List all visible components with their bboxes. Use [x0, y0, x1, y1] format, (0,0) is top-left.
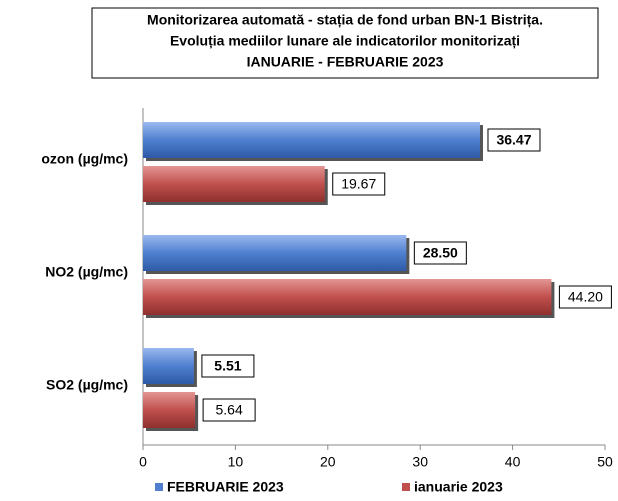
bar [143, 122, 480, 158]
value-label: 5.51 [214, 358, 241, 374]
chart-title: Evoluția mediilor lunare ale indicatoril… [170, 33, 520, 49]
legend-label: FEBRUARIE 2023 [167, 479, 284, 495]
title-box [91, 7, 599, 79]
legend-label: ianuarie 2023 [414, 479, 503, 495]
bar [143, 166, 325, 202]
value-label-box [413, 241, 467, 265]
chart-title: Monitorizarea automată - stația de fond … [147, 12, 543, 28]
bar [143, 392, 196, 428]
value-label: 36.47 [496, 132, 531, 148]
value-label-box [202, 398, 256, 422]
bar [143, 235, 407, 271]
value-label-box [201, 354, 255, 378]
value-label: 28.50 [423, 245, 458, 261]
value-label-box [487, 128, 541, 152]
y-tick-label: NO2 (µg/mc) [45, 264, 128, 280]
x-tick-label: 20 [320, 454, 336, 470]
y-tick-label: SO2 (µg/mc) [46, 377, 128, 393]
x-tick-label: 30 [412, 454, 428, 470]
value-label: 5.64 [215, 402, 242, 418]
bar [143, 279, 552, 315]
y-tick-label: ozon (µg/mc) [41, 151, 128, 167]
chart-title: IANUARIE - FEBRUARIE 2023 [247, 54, 444, 70]
value-label: 44.20 [568, 289, 603, 305]
x-tick-label: 40 [505, 454, 521, 470]
x-tick-label: 0 [139, 454, 147, 470]
legend-swatch [402, 483, 410, 491]
x-tick-label: 10 [228, 454, 244, 470]
x-tick-label: 50 [597, 454, 613, 470]
value-label: 19.67 [341, 176, 376, 192]
legend-swatch [155, 483, 163, 491]
value-label-box [558, 285, 612, 309]
value-label-box [332, 172, 386, 196]
bar [143, 348, 194, 384]
